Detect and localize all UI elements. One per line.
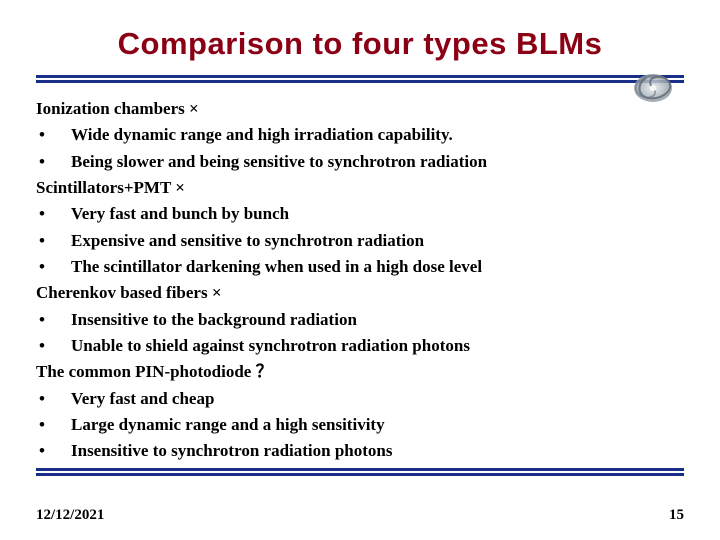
rule-over	[36, 75, 684, 78]
section-heading: Ionization chambers ×	[36, 96, 684, 122]
list-item: • The scintillator darkening when used in…	[36, 254, 684, 280]
section-heading: Cherenkov based fibers ×	[36, 280, 684, 306]
bullet-text: Insensitive to synchrotron radiation pho…	[71, 438, 392, 464]
page-title: Comparison to four types BLMs	[36, 26, 684, 62]
bullet-gap	[51, 333, 71, 359]
list-item: • Unable to shield against synchrotron ra…	[36, 333, 684, 359]
bullet-icon: •	[39, 228, 51, 254]
bullet-gap	[51, 254, 71, 280]
bullet-gap	[51, 122, 71, 148]
bullet-icon: •	[39, 386, 51, 412]
list-item: • Expensive and sensitive to synchrotron …	[36, 228, 684, 254]
footer: 12/12/2021 15	[36, 507, 684, 524]
bullet-gap	[51, 201, 71, 227]
section-heading: Scintillators+PMT ×	[36, 175, 684, 201]
bullet-text: The scintillator darkening when used in …	[71, 254, 482, 280]
bullet-icon: •	[39, 438, 51, 464]
bullet-icon: •	[39, 122, 51, 148]
footer-page-number: 15	[669, 507, 684, 524]
slide: Comparison to four types BLMs Ionization…	[0, 0, 720, 540]
list-item: • Insensitive to synchrotron radiation ph…	[36, 438, 684, 464]
bullet-text: Very fast and bunch by bunch	[71, 201, 289, 227]
spiral-galaxy-icon	[632, 66, 674, 108]
bullet-gap	[51, 149, 71, 175]
content-body: Ionization chambers ×•Wide dynamic range…	[36, 96, 684, 465]
footer-rule-bottom	[36, 473, 684, 476]
list-item: • Insensitive to the background radiation	[36, 307, 684, 333]
bullet-text: Unable to shield against synchrotron rad…	[71, 333, 470, 359]
bullet-text: Being slower and being sensitive to sync…	[71, 149, 487, 175]
list-item: • Very fast and bunch by bunch	[36, 201, 684, 227]
list-item: • Large dynamic range and a high sensitiv…	[36, 412, 684, 438]
footer-rule-top	[36, 468, 684, 471]
bullet-icon: •	[39, 149, 51, 175]
bullet-text: Insensitive to the background radiation	[71, 307, 357, 333]
bullet-gap	[51, 386, 71, 412]
bullet-text: Expensive and sensitive to synchrotron r…	[71, 228, 424, 254]
bullet-text: Very fast and cheap	[71, 386, 214, 412]
bullet-text: Large dynamic range and a high sensitivi…	[71, 412, 385, 438]
bullet-gap	[51, 228, 71, 254]
bullet-gap	[51, 438, 71, 464]
list-item: • Being slower and being sensitive to syn…	[36, 149, 684, 175]
list-item: • Wide dynamic range and high irradiation…	[36, 122, 684, 148]
list-item: • Very fast and cheap	[36, 386, 684, 412]
rule-under	[36, 80, 684, 83]
bullet-icon: •	[39, 201, 51, 227]
bullet-icon: •	[39, 333, 51, 359]
title-rule	[36, 72, 684, 92]
bullet-gap	[51, 412, 71, 438]
section-heading: The common PIN-photodiode ？	[36, 359, 684, 385]
bullet-icon: •	[39, 307, 51, 333]
bullet-icon: •	[39, 254, 51, 280]
bullet-text: Wide dynamic range and high irradiation …	[71, 122, 453, 148]
bullet-icon: •	[39, 412, 51, 438]
bullet-gap	[51, 307, 71, 333]
footer-date: 12/12/2021	[36, 507, 104, 524]
